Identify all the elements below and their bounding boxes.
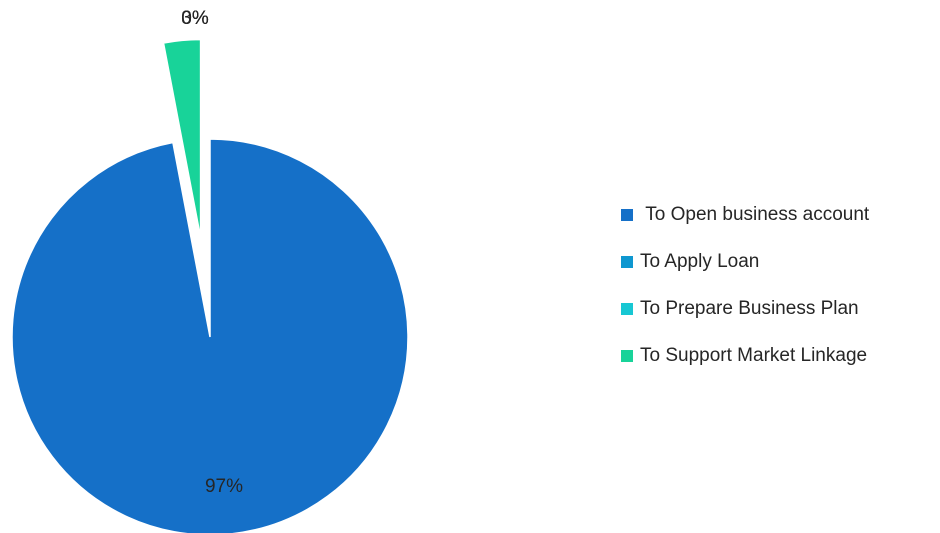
- legend: To Open business account To Apply Loan T…: [621, 203, 869, 391]
- pie-data-labels: 97%0%0%3%: [181, 8, 243, 497]
- data-label-to-support-market-linkage: 3%: [181, 8, 209, 29]
- legend-item-prepare-business-plan: To Prepare Business Plan: [621, 297, 869, 320]
- legend-label: To Support Market Linkage: [640, 344, 868, 366]
- legend-swatch: [621, 349, 633, 362]
- legend-swatch: [621, 302, 633, 315]
- legend-swatch: [621, 255, 633, 268]
- pie-slice-to-open-business-account: [11, 138, 409, 533]
- legend-item-open-business-account: To Open business account: [621, 203, 869, 226]
- legend-label: To Open business account: [640, 203, 870, 225]
- legend-item-support-market-linkage: To Support Market Linkage: [621, 344, 869, 367]
- pie-slice-to-support-market-linkage: [162, 38, 202, 238]
- legend-swatch: [621, 208, 633, 221]
- pie-slices: [11, 38, 409, 533]
- legend-label: To Prepare Business Plan: [640, 297, 859, 319]
- data-label-to-apply-loan: 0%: [181, 8, 209, 29]
- data-label-to-prepare-business-plan: 0%: [181, 8, 209, 29]
- data-label-to-open-business-account: 97%: [205, 476, 243, 497]
- legend-item-apply-loan: To Apply Loan: [621, 250, 869, 273]
- legend-label: To Apply Loan: [640, 250, 760, 272]
